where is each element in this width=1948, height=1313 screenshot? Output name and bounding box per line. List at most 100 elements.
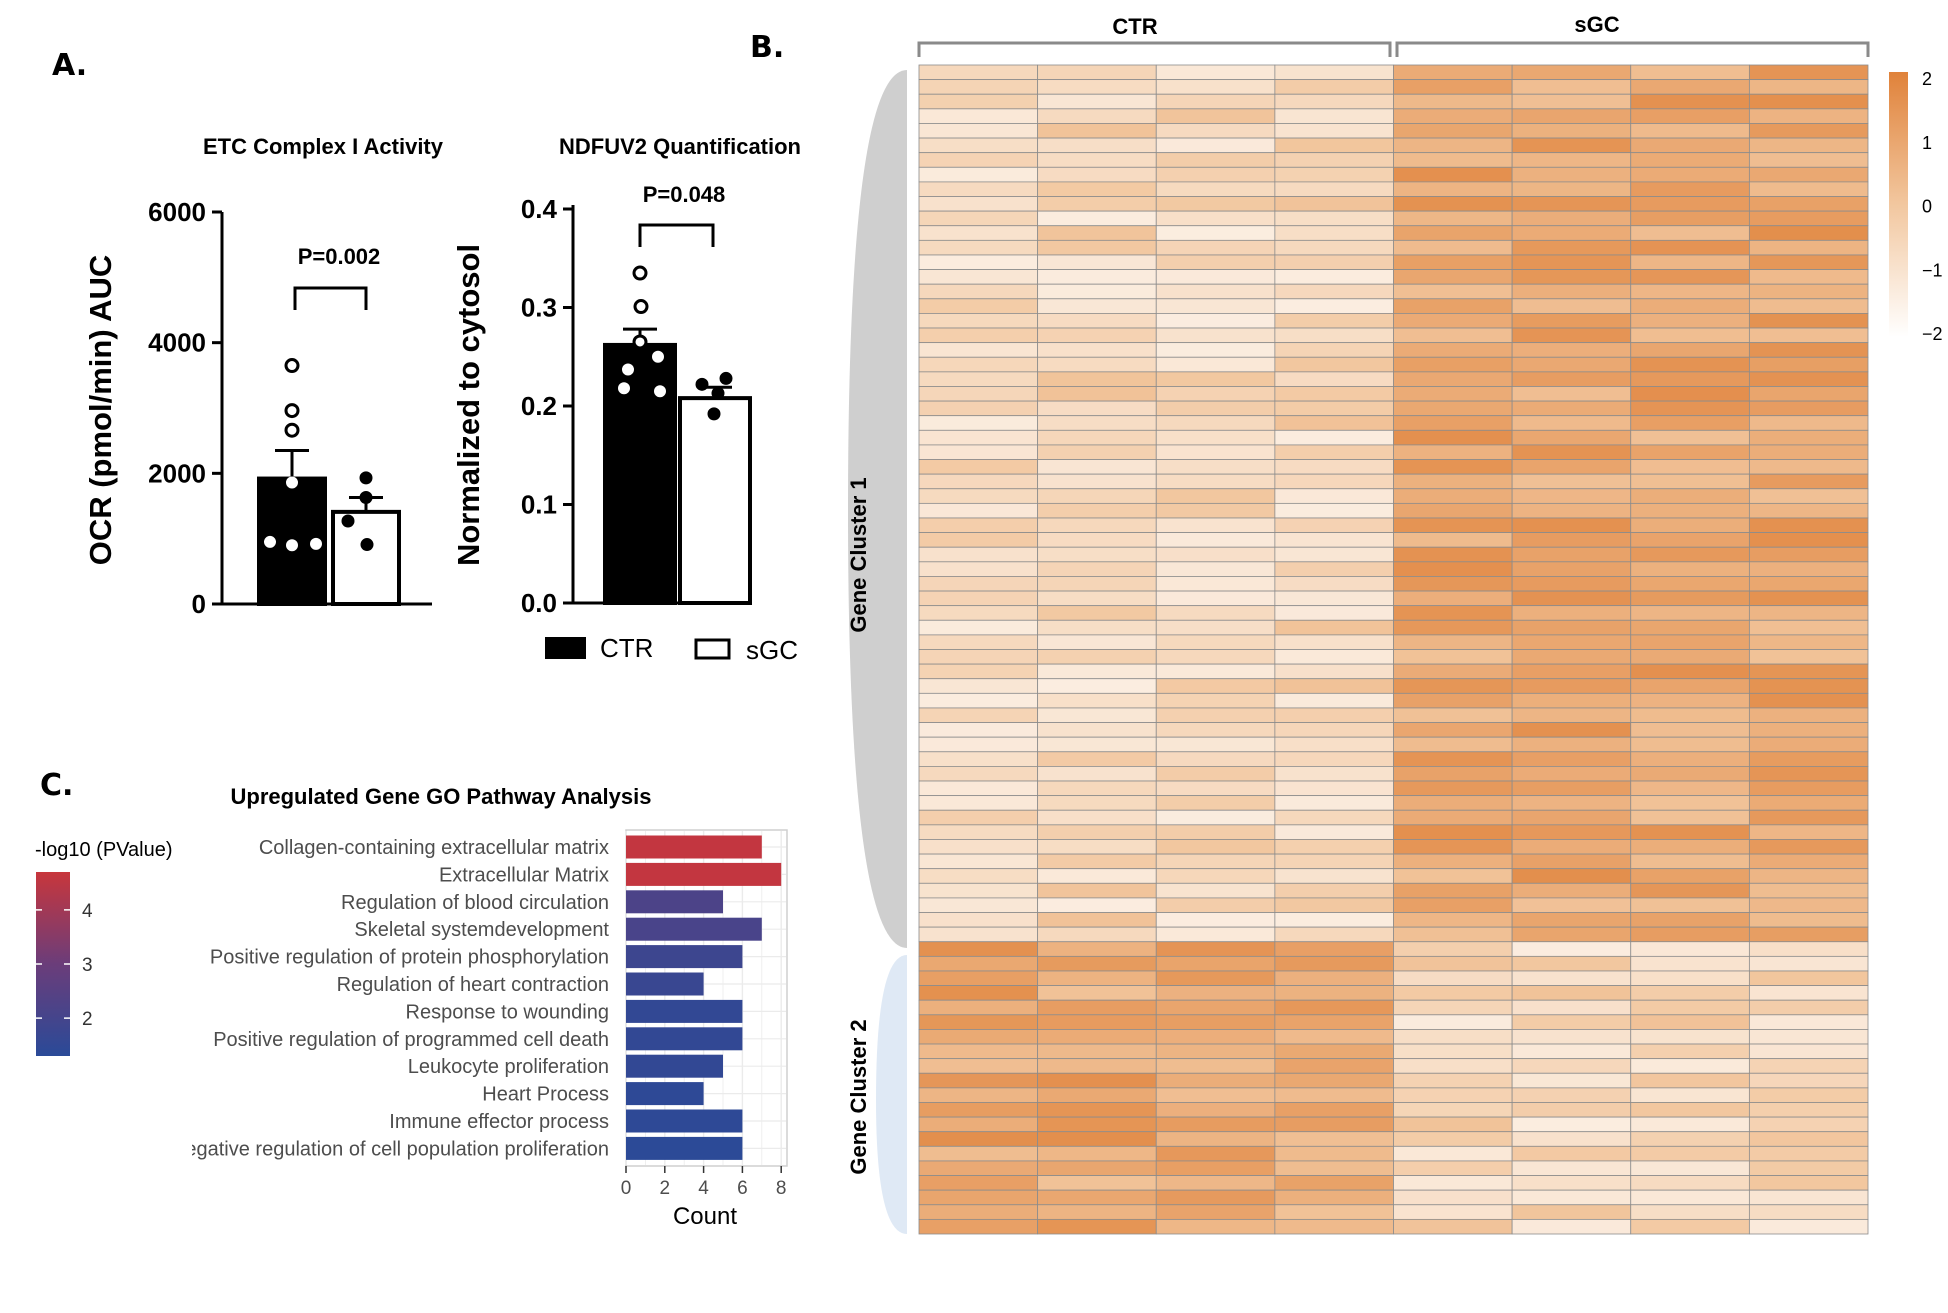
heatmap-cell — [1748, 1218, 1869, 1235]
heatmap-cell — [1630, 342, 1750, 358]
etc-bar-sgc — [331, 509, 401, 607]
heatmap-cell — [1748, 707, 1869, 723]
heatmap-cell — [1155, 1204, 1276, 1220]
heatmap-cell — [1274, 795, 1394, 811]
heatmap-cell — [918, 327, 1039, 344]
heatmap-cell — [1630, 853, 1750, 870]
heatmap-cell — [1037, 707, 1157, 723]
heatmap-cell — [1511, 722, 1632, 738]
go-xtick-label: 0 — [621, 1178, 632, 1199]
heatmap-cell — [1274, 1102, 1394, 1118]
heatmap-cell — [1393, 590, 1513, 607]
heatmap-cell — [1393, 108, 1513, 124]
heatmap-cell — [1630, 1189, 1750, 1206]
heatmap-cell — [1155, 386, 1276, 402]
heatmap-cell — [1393, 502, 1513, 519]
go-category-label: Heart Process — [482, 1084, 609, 1106]
heatmap-cell — [1511, 269, 1632, 285]
ndfuv2-chart: NDFUV2 Quantification Normalized to cyto… — [451, 134, 801, 665]
heatmap-cell — [1511, 824, 1632, 840]
heatmap-cell — [1393, 137, 1513, 154]
heatmap-cell — [1155, 269, 1276, 285]
heatmap-cell — [1155, 912, 1276, 928]
heatmap-cell — [1274, 649, 1394, 665]
heatmap-cell — [1630, 999, 1750, 1016]
heatmap-cell — [1274, 1145, 1394, 1162]
heatmap-cell — [1748, 751, 1869, 767]
heatmap-cell — [1274, 839, 1394, 855]
heatmap-cell — [918, 93, 1039, 110]
heatmap-cell — [918, 79, 1039, 95]
heatmap-cell — [1274, 210, 1394, 227]
heatmap-cell — [1511, 985, 1632, 1001]
heatmap-cell — [1511, 1189, 1632, 1206]
heatmap-cell — [1393, 473, 1513, 490]
legend-swatch-sgc — [694, 638, 731, 660]
heatmap-cell — [918, 985, 1039, 1001]
heatmap-cell — [918, 1072, 1039, 1089]
heatmap-cell — [1037, 298, 1157, 314]
heatmap-cell — [1511, 692, 1632, 709]
heatmap-cell — [1393, 649, 1513, 665]
heatmap-cell — [1155, 356, 1276, 373]
heatmap-cell — [1274, 897, 1394, 913]
heatmap-cell — [1037, 313, 1157, 329]
heatmap-cell — [1630, 663, 1750, 680]
heatmap-cell — [1155, 532, 1276, 548]
heatmap-cell — [1393, 1189, 1513, 1206]
etc-bracket-line — [293, 286, 368, 310]
heatmap-cell — [1393, 79, 1513, 95]
heatmap-cell — [918, 912, 1039, 928]
heatmap-cell — [1393, 561, 1513, 577]
heatmap-cell — [1748, 1175, 1869, 1191]
heatmap-cell — [1748, 137, 1869, 154]
heatmap-cell — [1748, 1087, 1869, 1103]
heatmap-cell — [1393, 853, 1513, 870]
heatmap-cell — [1630, 766, 1750, 782]
heatmap-group-label-sgc: sGC — [1574, 12, 1619, 37]
heatmap-cell — [1037, 152, 1157, 168]
heatmap-cell — [1630, 196, 1750, 212]
heatmap-cell — [1748, 386, 1869, 402]
heatmap-cell — [1155, 634, 1276, 650]
heatmap-cell — [1511, 853, 1632, 870]
etc-complex-chart: ETC Complex I Activity OCR (pmol/min) AU… — [83, 134, 444, 619]
heatmap-cell — [1274, 283, 1394, 300]
heatmap-cell — [1155, 473, 1276, 490]
heatmap-cell — [1037, 254, 1157, 270]
heatmap-cell — [1630, 517, 1750, 533]
heatmap-cell — [1748, 634, 1869, 650]
heatmap-cell — [1274, 269, 1394, 285]
heatmap-cell — [1630, 824, 1750, 840]
heatmap-cell — [1511, 386, 1632, 402]
heatmap-cell — [1274, 108, 1394, 124]
heatmap-cell — [1393, 985, 1513, 1001]
heatmap-cell — [918, 824, 1039, 840]
heatmap-cell — [1630, 1145, 1750, 1162]
heatmap-cell — [1630, 532, 1750, 548]
heatmap-cell — [1630, 897, 1750, 913]
heatmap-cell — [1274, 93, 1394, 110]
heatmap-cell — [1037, 64, 1157, 81]
heatmap-cell — [1630, 108, 1750, 124]
heatmap-color-scale — [1889, 72, 1908, 337]
heatmap-cell — [1630, 93, 1750, 110]
heatmap-cell — [918, 166, 1039, 183]
heatmap-cell — [1748, 941, 1869, 957]
heatmap-cell — [918, 707, 1039, 723]
heatmap-cell — [1748, 605, 1869, 621]
heatmap-cell — [1393, 663, 1513, 680]
heatmap-cell — [1748, 371, 1869, 387]
heatmap-cell — [1393, 795, 1513, 811]
heatmap-cell — [1630, 751, 1750, 767]
heatmap-cell — [1037, 1102, 1157, 1118]
heatmap-cell — [1748, 298, 1869, 314]
heatmap-cell — [1155, 576, 1276, 592]
heatmap-cell — [918, 64, 1039, 81]
heatmap-cell — [1630, 576, 1750, 592]
heatmap-cell — [1393, 576, 1513, 592]
heatmap-cell — [1748, 882, 1869, 899]
heatmap-cell — [1511, 970, 1632, 986]
heatmap-cell — [1511, 1014, 1632, 1030]
heatmap-cell — [1511, 897, 1632, 913]
